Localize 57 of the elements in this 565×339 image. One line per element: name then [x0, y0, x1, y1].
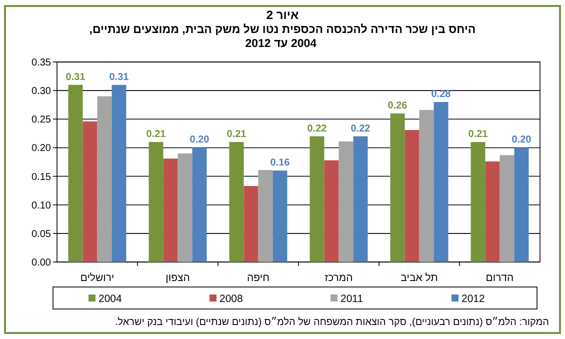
bar	[419, 110, 434, 262]
bar	[192, 148, 207, 262]
bar	[97, 96, 112, 262]
data-label: 0.22	[350, 123, 371, 134]
bar	[514, 148, 529, 262]
legend-label: 2004	[98, 293, 122, 305]
chart-subtitle: היחס בין שכר הדירה להכנסה הכספית נטו של משק הבית, ממוצעים שנתיים, 2004 עד 2012	[89, 23, 476, 50]
y-tick-label: 0.35	[32, 58, 52, 68]
y-tick-label: 0.20	[32, 143, 52, 154]
bar	[470, 142, 486, 262]
data-label: 0.21	[226, 129, 247, 140]
bar	[310, 136, 324, 262]
x-tick-label: המרכז	[324, 272, 353, 284]
data-label: 0.28	[431, 89, 452, 100]
chart-title: איור 2	[266, 8, 299, 22]
data-label: 0.21	[146, 129, 166, 140]
data-label: 0.16	[270, 158, 290, 169]
y-tick-label: 0.05	[32, 228, 52, 240]
legend-label: 2012	[462, 293, 486, 305]
bar	[324, 160, 339, 262]
bar	[163, 158, 178, 262]
text: המקור: הלמ״ס (נתונים רבעוניים), סקר הוצאות המשפחה של הלמ״ס (נתונים שנתיים) ועיבודי בנק ישראל.	[115, 316, 549, 328]
y-tick-label: 0.00	[32, 258, 52, 268]
x-tick-label: הדרום	[486, 272, 514, 284]
bar	[390, 113, 405, 262]
bar	[272, 170, 288, 262]
bar	[434, 102, 448, 262]
legend-label: 2008	[220, 293, 244, 305]
bar	[82, 121, 98, 262]
bar	[404, 130, 420, 262]
bar	[178, 153, 192, 262]
bar	[485, 161, 500, 262]
data-label: 0.31	[66, 72, 86, 83]
x-tick-label: ירושלים	[80, 272, 114, 284]
bar	[258, 170, 273, 262]
bar	[353, 136, 368, 262]
legend-label: 2011	[340, 293, 364, 305]
bar	[244, 186, 258, 262]
bar	[112, 84, 126, 262]
data-label: 0.26	[388, 100, 408, 112]
data-label: 0.22	[307, 123, 328, 134]
x-tick-label: חיפה	[247, 272, 270, 284]
bar	[68, 84, 83, 262]
y-tick-label: 0.15	[32, 172, 52, 183]
data-label: 0.21	[468, 129, 488, 140]
y-tick-label: 0.30	[32, 86, 52, 98]
y-tick-label: 0.25	[32, 114, 52, 126]
data-label: 0.20	[512, 134, 532, 146]
y-tick-label: 0.10	[32, 200, 52, 212]
x-tick-label: הצפון	[166, 272, 190, 284]
x-tick-label: תל אביב	[400, 272, 438, 284]
data-label: 0.31	[109, 72, 130, 83]
bar	[500, 155, 514, 262]
data-label: 0.20	[190, 134, 210, 146]
bar	[338, 141, 354, 262]
bar	[229, 142, 244, 262]
bar	[148, 142, 164, 262]
